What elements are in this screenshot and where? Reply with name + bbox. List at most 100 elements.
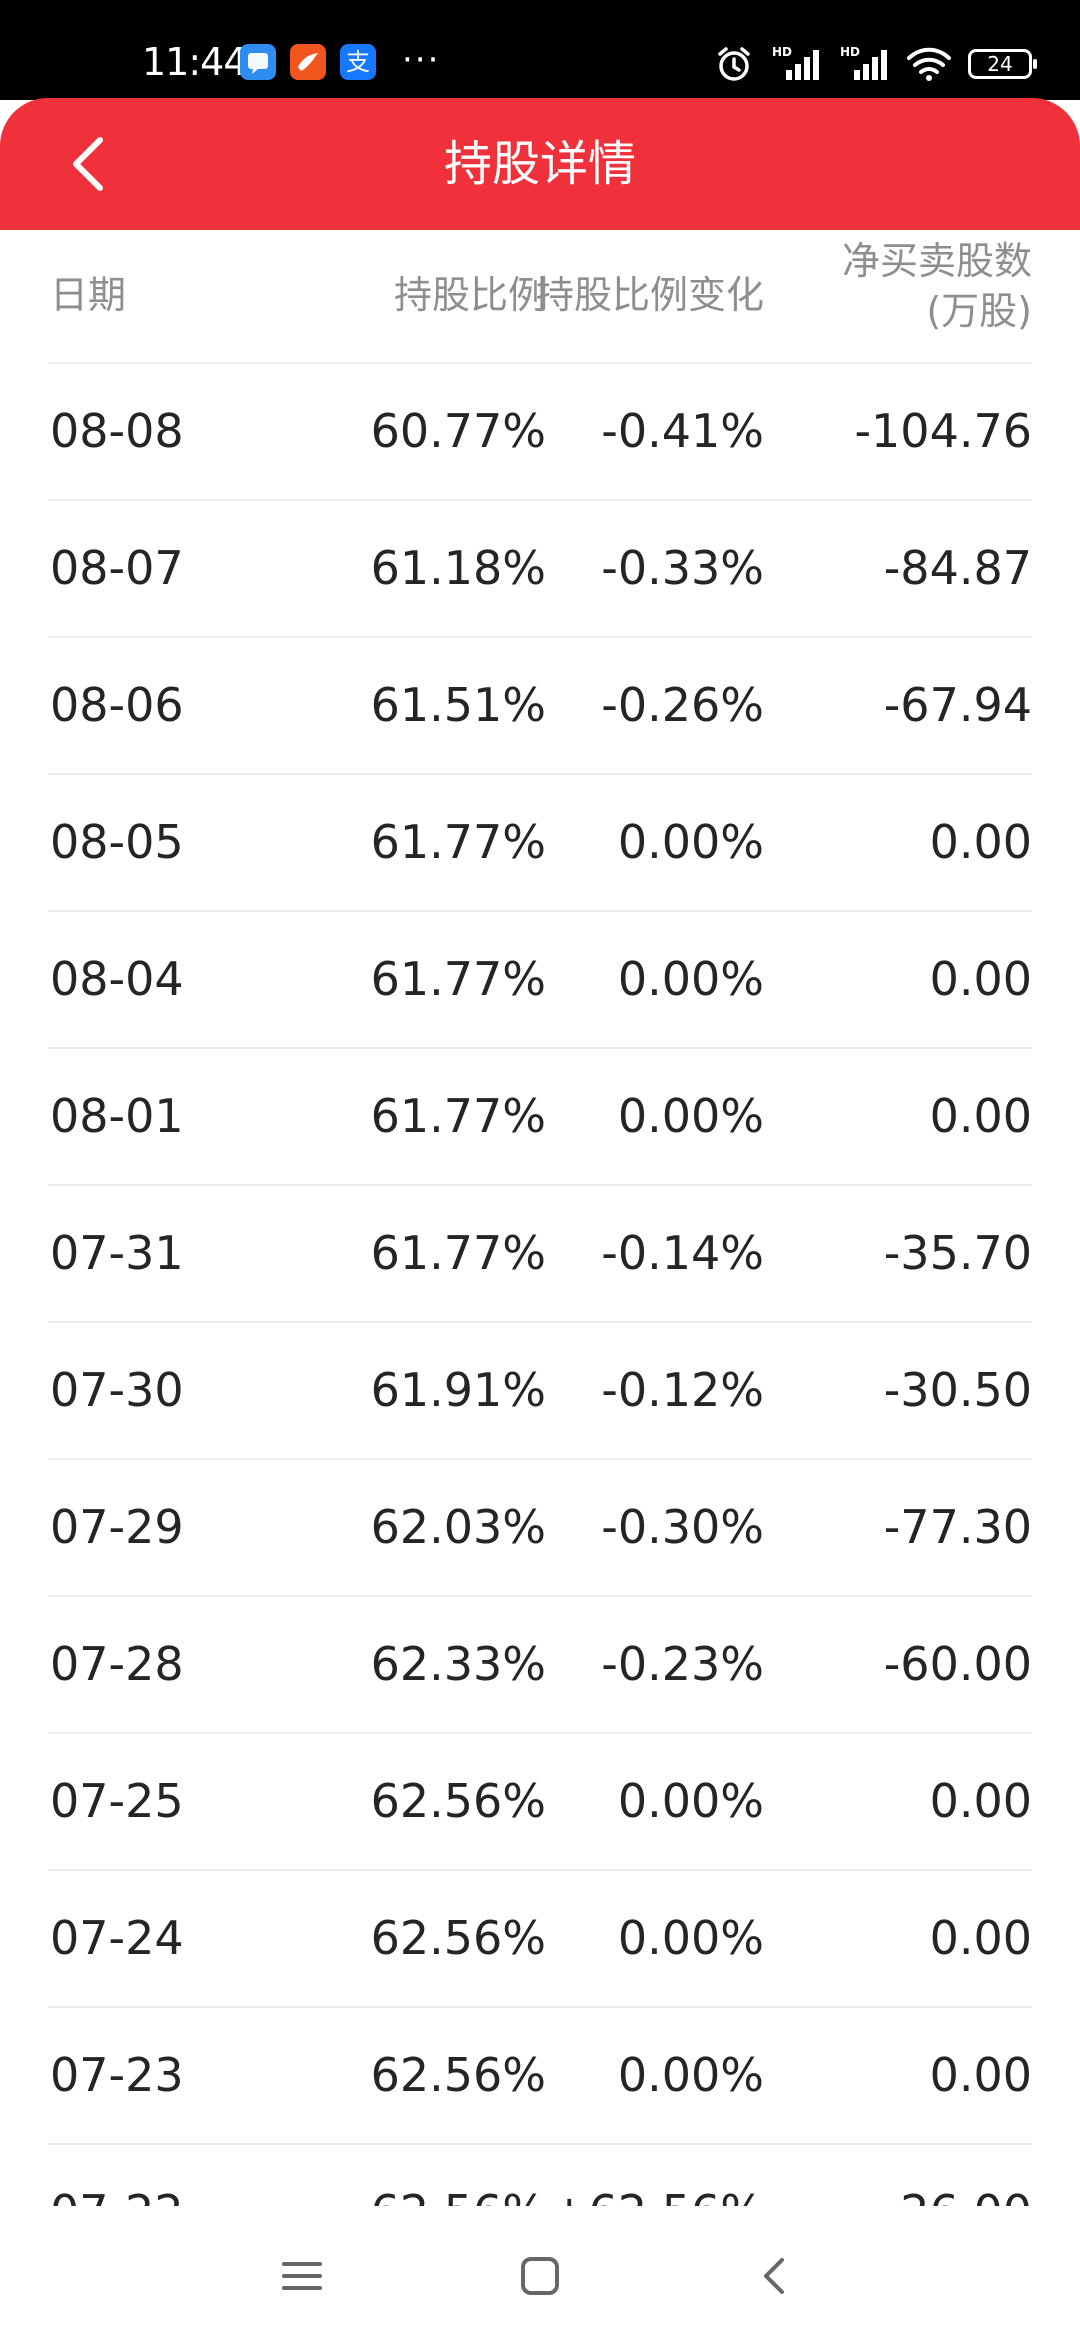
cell-change: -0.33% xyxy=(601,541,764,595)
cell-ratio: 62.03% xyxy=(370,1500,546,1554)
cell-net: -26.00 xyxy=(884,2145,1032,2206)
table-row[interactable]: 08-05 61.77% 0.00% 0.00 xyxy=(48,775,1032,912)
cell-ratio: 61.77% xyxy=(370,815,546,869)
home-button[interactable] xyxy=(500,2236,580,2316)
system-navigation-bar xyxy=(0,2206,1080,2340)
svg-text:HD: HD xyxy=(840,45,860,59)
cell-date: 07-24 xyxy=(50,1911,184,1965)
cell-date: 07-31 xyxy=(50,1226,184,1280)
cell-ratio: 62.56% xyxy=(371,2145,546,2206)
cell-ratio: 61.51% xyxy=(370,678,546,732)
cell-ratio: 61.77% xyxy=(370,1089,546,1143)
feishu-icon xyxy=(290,44,326,80)
cell-date: 08-01 xyxy=(50,1089,184,1143)
menu-button[interactable] xyxy=(262,2236,342,2316)
home-square-icon xyxy=(521,2257,559,2295)
cell-date: 07-22 xyxy=(50,2145,184,2206)
holdings-table: 日期 持股比例 持股比例变化 净买卖股数(万股) 08-08 60.77% -0… xyxy=(48,230,1032,2206)
cell-net: 0.00 xyxy=(929,1774,1032,1828)
table-row[interactable]: 07-29 62.03% -0.30% -77.30 xyxy=(48,1460,1032,1597)
page-header: 持股详情 xyxy=(0,98,1080,230)
menu-icon xyxy=(282,2262,322,2290)
cell-ratio: 62.56% xyxy=(370,2048,546,2102)
cell-change: -0.14% xyxy=(601,1226,764,1280)
svg-text:HD: HD xyxy=(772,45,792,59)
cell-net: -77.30 xyxy=(883,1500,1032,1554)
cell-net: 0.00 xyxy=(929,2048,1032,2102)
column-header-change: 持股比例变化 xyxy=(535,273,764,317)
cell-change: 0.00% xyxy=(617,952,764,1006)
status-right-group: HD HD 24 xyxy=(714,40,1037,88)
table-row[interactable]: 08-08 60.77% -0.41% -104.76 xyxy=(48,364,1032,501)
table-row[interactable]: 07-25 62.56% 0.00% 0.00 xyxy=(48,1734,1032,1871)
cell-net: -84.87 xyxy=(883,541,1032,595)
cell-date: 08-06 xyxy=(50,678,184,732)
cell-date: 08-08 xyxy=(50,404,184,458)
column-header-net: 净买卖股数(万股) xyxy=(842,239,1032,333)
cell-net: 0.00 xyxy=(929,1089,1032,1143)
table-row[interactable]: 07-22 62.56% +62.56% -26.00 xyxy=(48,2145,1032,2206)
cell-change: -0.12% xyxy=(601,1363,764,1417)
table-header: 日期 持股比例 持股比例变化 净买卖股数(万股) xyxy=(48,230,1032,364)
chevron-left-icon xyxy=(73,137,103,191)
cell-ratio: 61.91% xyxy=(370,1363,546,1417)
cell-date: 08-05 xyxy=(50,815,184,869)
table-row[interactable]: 08-06 61.51% -0.26% -67.94 xyxy=(48,638,1032,775)
cell-change: -0.30% xyxy=(601,1500,764,1554)
table-row[interactable]: 08-07 61.18% -0.33% -84.87 xyxy=(48,501,1032,638)
table-row[interactable]: 07-28 62.33% -0.23% -60.00 xyxy=(48,1597,1032,1734)
back-chevron-icon xyxy=(764,2258,784,2294)
battery-indicator: 24 xyxy=(968,49,1037,79)
cell-net: 0.00 xyxy=(929,1911,1032,1965)
cell-date: 07-23 xyxy=(50,2048,184,2102)
cell-change: 0.00% xyxy=(617,1911,764,1965)
cell-change: 0.00% xyxy=(617,2048,764,2102)
alarm-icon xyxy=(718,47,750,81)
column-header-date: 日期 xyxy=(50,273,127,317)
cell-net: 0.00 xyxy=(929,815,1032,869)
cell-change: +62.56% xyxy=(550,2145,764,2206)
table-row[interactable]: 08-04 61.77% 0.00% 0.00 xyxy=(48,912,1032,1049)
cell-net: -60.00 xyxy=(883,1637,1032,1691)
table-row[interactable]: 08-01 61.77% 0.00% 0.00 xyxy=(48,1049,1032,1186)
signal-hd-icon-2: HD xyxy=(840,45,887,80)
table-row[interactable]: 07-24 62.56% 0.00% 0.00 xyxy=(48,1871,1032,2008)
cell-ratio: 60.77% xyxy=(370,404,546,458)
table-row[interactable]: 07-23 62.56% 0.00% 0.00 xyxy=(48,2008,1032,2145)
cell-change: -0.26% xyxy=(601,678,764,732)
cell-date: 07-29 xyxy=(50,1500,184,1554)
cell-net: -30.50 xyxy=(883,1363,1032,1417)
cell-change: 0.00% xyxy=(617,1774,764,1828)
cell-date: 07-30 xyxy=(50,1363,184,1417)
cell-net: -67.94 xyxy=(883,678,1032,732)
cell-ratio: 62.33% xyxy=(370,1637,546,1691)
cell-change: 0.00% xyxy=(617,815,764,869)
cell-net: 0.00 xyxy=(929,952,1032,1006)
cell-ratio: 61.77% xyxy=(370,952,546,1006)
cell-net: -35.70 xyxy=(883,1226,1032,1280)
cell-change: -0.41% xyxy=(601,404,764,458)
status-bar: 11:44 支 ··· HD HD xyxy=(0,0,1080,100)
table-row[interactable]: 07-30 61.91% -0.12% -30.50 xyxy=(48,1323,1032,1460)
system-back-button[interactable] xyxy=(736,2236,816,2316)
signal-hd-icon: HD xyxy=(772,45,819,80)
cell-ratio: 62.56% xyxy=(370,1911,546,1965)
cell-net: -104.76 xyxy=(854,404,1032,458)
cell-change: -0.23% xyxy=(601,1637,764,1691)
message-app-icon xyxy=(240,44,276,80)
cell-date: 07-28 xyxy=(50,1637,184,1691)
page-title: 持股详情 xyxy=(443,136,636,192)
status-time: 11:44 xyxy=(142,40,248,84)
table-row[interactable]: 07-31 61.77% -0.14% -35.70 xyxy=(48,1186,1032,1323)
back-button[interactable] xyxy=(52,124,132,204)
cell-date: 08-04 xyxy=(50,952,184,1006)
cell-ratio: 62.56% xyxy=(370,1774,546,1828)
wifi-icon xyxy=(907,47,951,81)
cell-change: 0.00% xyxy=(617,1089,764,1143)
cell-date: 07-25 xyxy=(50,1774,184,1828)
alipay-icon: 支 xyxy=(340,44,376,80)
column-header-ratio: 持股比例 xyxy=(393,273,546,317)
cell-date: 08-07 xyxy=(50,541,184,595)
more-notifications-icon: ··· xyxy=(402,40,441,80)
cell-ratio: 61.18% xyxy=(370,541,546,595)
